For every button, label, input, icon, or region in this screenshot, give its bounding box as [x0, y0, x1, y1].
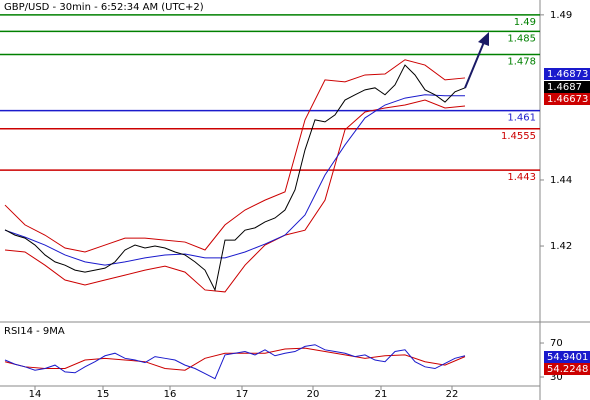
price-tag	[544, 351, 590, 363]
price-tag	[544, 81, 590, 93]
series-line	[4, 59, 466, 253]
level-label: 1.485	[507, 33, 536, 44]
price-tag-label: 54.2248	[547, 364, 588, 375]
level-label: 1.49	[514, 17, 536, 28]
x-tick-label: 21	[375, 389, 388, 400]
level-label: 1.461	[507, 113, 536, 124]
x-tick-label: 22	[446, 389, 459, 400]
price-tag-label: 1.4687	[547, 82, 582, 93]
rsi-title: RSI14 - 9MA	[4, 326, 65, 337]
x-tick-label: 17	[236, 389, 249, 400]
level-label: 1.443	[507, 172, 536, 183]
y-tick-label: 1.49	[550, 10, 572, 21]
price-tag	[544, 363, 590, 375]
level-label: 1.4555	[501, 131, 536, 142]
series-line	[4, 99, 466, 293]
x-tick-label: 16	[164, 389, 177, 400]
x-tick-label: 15	[97, 389, 110, 400]
level-label: 1.478	[507, 56, 536, 67]
series-line	[4, 64, 466, 292]
series-line	[4, 94, 465, 266]
price-tag	[544, 68, 590, 80]
price-tag-label: 54.9401	[547, 352, 588, 363]
price-tag-label: 1.46673	[547, 94, 588, 105]
y-tick-label: 1.42	[550, 241, 572, 252]
price-tag	[544, 93, 590, 105]
y-tick-label: 70	[550, 338, 563, 349]
series-line	[4, 344, 466, 380]
x-tick-label: 20	[307, 389, 320, 400]
forecast-arrowhead	[478, 32, 489, 46]
price-tag-label: 1.46873	[547, 69, 588, 80]
chart-title: GBP/USD - 30min - 6:52:34 AM (UTC+2)	[4, 2, 204, 13]
y-tick-label: 1.44	[550, 175, 572, 186]
forecast-arrow	[464, 41, 485, 89]
y-tick-label: 30	[550, 372, 563, 383]
x-tick-label: 14	[29, 389, 42, 400]
